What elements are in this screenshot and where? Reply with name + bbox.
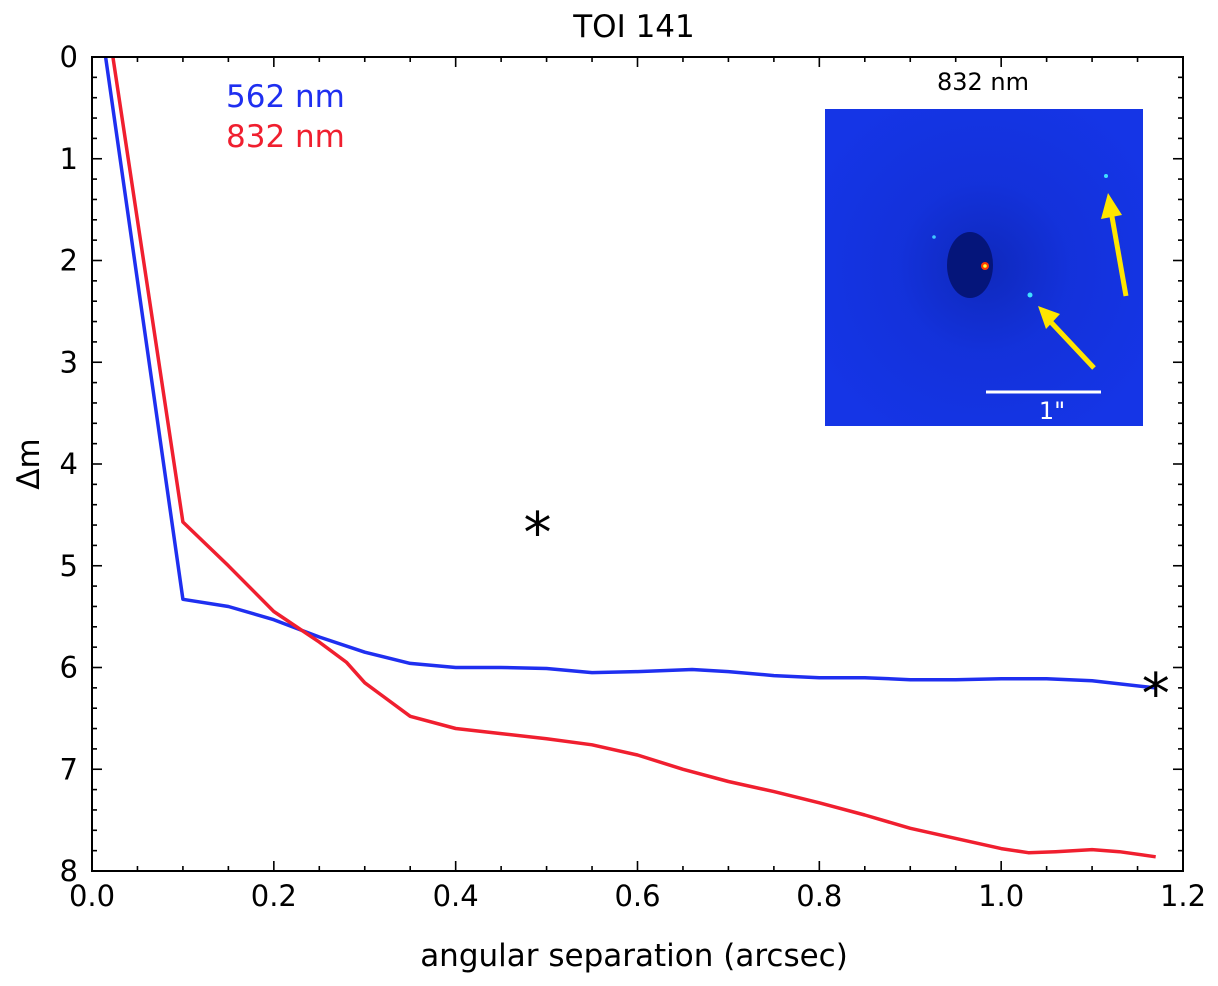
y-axis-label: Δm [11,438,47,489]
y-tick-label: 8 [60,854,78,888]
inset-image: 832 nm 1" [825,68,1143,426]
inset-speckle [932,235,936,239]
y-tick-label: 2 [60,244,78,278]
inset-title: 832 nm [937,68,1029,96]
legend-entry-832nm: 832 nm [226,119,345,155]
inset-companion-2 [1104,174,1108,178]
y-tick-label: 5 [60,549,78,583]
chart-title: TOI 141 [572,9,695,45]
y-tick-label: 3 [60,345,78,379]
inset-host-star-core [983,264,987,268]
y-tick-label: 1 [60,142,78,176]
x-tick-label: 0.6 [614,879,660,913]
y-tick-label: 6 [60,651,78,685]
legend-entry-562nm: 562 nm [226,79,345,115]
x-tick-label: 0.2 [251,879,297,913]
series-line-832nm [111,56,1156,859]
legend: 562 nm 832 nm [226,79,345,155]
y-tick-label: 4 [60,447,78,481]
companion-marker-2: * [1142,662,1170,727]
x-tick-label: 1.0 [978,879,1024,913]
x-tick-label: 0.8 [796,879,842,913]
inset-companion-1 [1027,292,1033,298]
x-tick-label: 0.4 [433,879,479,913]
inset-arrowhead-2 [1101,193,1122,219]
y-tick-label: 0 [60,40,78,74]
inset-arrow-1 [1045,316,1096,370]
x-tick-label: 1.2 [1160,879,1206,913]
companion-marker-1: * [523,501,551,566]
inset-scale-label: 1" [1039,397,1065,425]
inset-arrowhead-1 [1038,306,1060,329]
inset-arrow-2 [1108,210,1129,297]
y-tick-label: 7 [60,752,78,786]
x-tick-label: 0.0 [69,879,115,913]
inset-coronagraph-shadow [947,232,993,298]
x-axis-label: angular separation (arcsec) [420,938,848,974]
